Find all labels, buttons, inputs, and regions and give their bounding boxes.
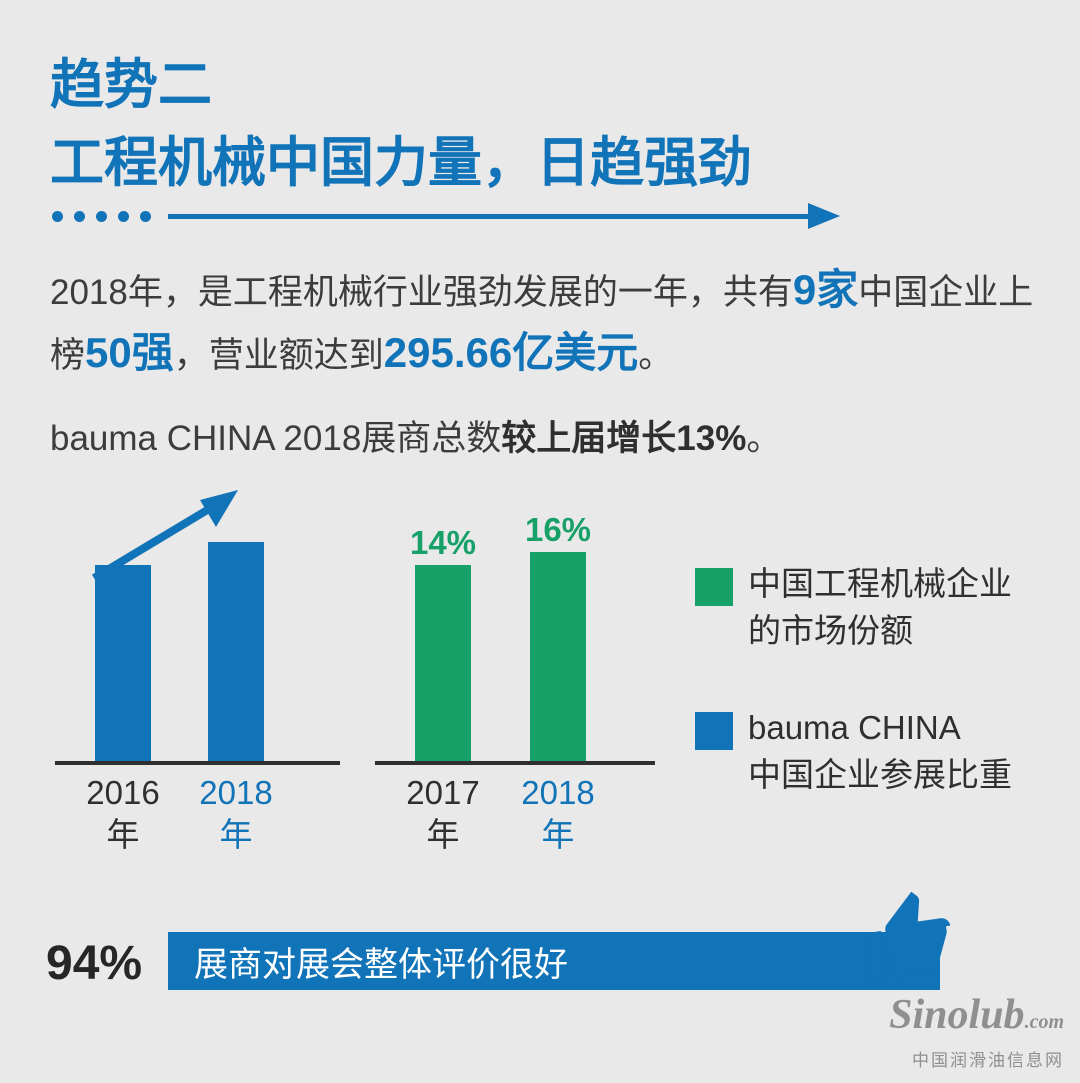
x-label-2017: 2017 年: [388, 772, 498, 856]
legend-label-exhibitor-share: bauma CHINA 中国企业参展比重: [748, 704, 1012, 798]
intro-highlight-top50: 50强: [85, 329, 174, 376]
legend-label-line: 的市场份额: [748, 612, 913, 649]
watermark-logo: Sinolub.com: [889, 993, 1064, 1044]
sub-highlight-growth: 较上届增长13%: [501, 419, 747, 458]
banner-text: 展商对展会整体评价很好: [194, 945, 568, 984]
x-label-year: 2018: [199, 774, 273, 811]
banner-percent: 94%: [46, 937, 143, 990]
x-label-2018-blue: 2018 年: [181, 772, 291, 856]
legend-label-line: bauma CHINA: [748, 709, 961, 746]
x-label-2016: 2016 年: [68, 772, 178, 856]
legend-label-line: 中国企业参展比重: [748, 756, 1012, 793]
axis-baseline-right: [375, 761, 655, 765]
x-label-2018-green-group: 2018 年: [503, 772, 613, 856]
dot: [96, 210, 107, 222]
x-label-unit: 年: [219, 816, 253, 853]
banner-bar: 展商对展会整体评价很好: [168, 932, 940, 990]
watermark-logo-text: Sinolub: [889, 992, 1025, 1038]
intro-text: 2018年，是工程机械行业强劲发展的一年，共有: [50, 273, 793, 312]
x-label-unit: 年: [426, 816, 460, 853]
bar-value-label-2018: 16%: [524, 511, 592, 548]
watermark: Sinolub.com 中国润滑油信息网: [889, 993, 1064, 1071]
intro-text: ，营业额达到: [173, 336, 384, 375]
bar-2018-green: [530, 552, 586, 761]
watermark-caption: 中国润滑油信息网: [912, 1051, 1064, 1070]
sub-text: bauma CHINA 2018展商总数: [50, 419, 502, 458]
axis-baseline-left: [55, 761, 340, 765]
dot: [74, 210, 85, 222]
x-label-year: 2016: [86, 774, 160, 811]
arrow-head-icon: [808, 203, 840, 229]
dot: [140, 210, 151, 222]
legend-swatch-blue: [695, 712, 733, 750]
legend-label-line: 中国工程机械企业: [748, 565, 1012, 602]
x-label-year: 2017: [406, 774, 480, 811]
dotted-arrow-divider: [52, 202, 840, 230]
dot: [118, 210, 129, 222]
bar-2017-green: [415, 565, 471, 761]
x-label-unit: 年: [106, 816, 140, 853]
x-label-year: 2018: [521, 774, 595, 811]
legend-label-market-share: 中国工程机械企业 的市场份额: [748, 560, 1012, 654]
x-label-unit: 年: [541, 816, 575, 853]
thumbs-up-icon: [863, 891, 951, 981]
sub-paragraph: bauma CHINA 2018展商总数较上届增长13%。: [50, 410, 1050, 461]
intro-text: 中国企业上榜: [50, 273, 1034, 375]
page-title: 趋势二 工程机械中国力量，日趋强劲: [50, 46, 752, 202]
bar-2018-blue: [208, 542, 264, 761]
arrow-line: [168, 213, 808, 219]
intro-highlight-revenue: 295.66亿美元: [383, 329, 639, 376]
intro-highlight-companies: 9家: [792, 266, 859, 313]
intro-text: 。: [638, 336, 674, 375]
bar-2016-blue: [95, 565, 151, 761]
legend-swatch-green: [695, 568, 733, 606]
dot: [52, 210, 63, 222]
sub-text: 。: [746, 419, 782, 458]
intro-paragraph: 2018年，是工程机械行业强劲发展的一年，共有9家中国企业上榜50强，营业额达到…: [50, 260, 1050, 386]
title-line-1: 趋势二: [50, 55, 212, 115]
watermark-logo-suffix: .com: [1024, 1011, 1064, 1033]
bar-value-label-2017: 14%: [409, 524, 477, 561]
title-line-2: 工程机械中国力量，日趋强劲: [50, 133, 752, 193]
